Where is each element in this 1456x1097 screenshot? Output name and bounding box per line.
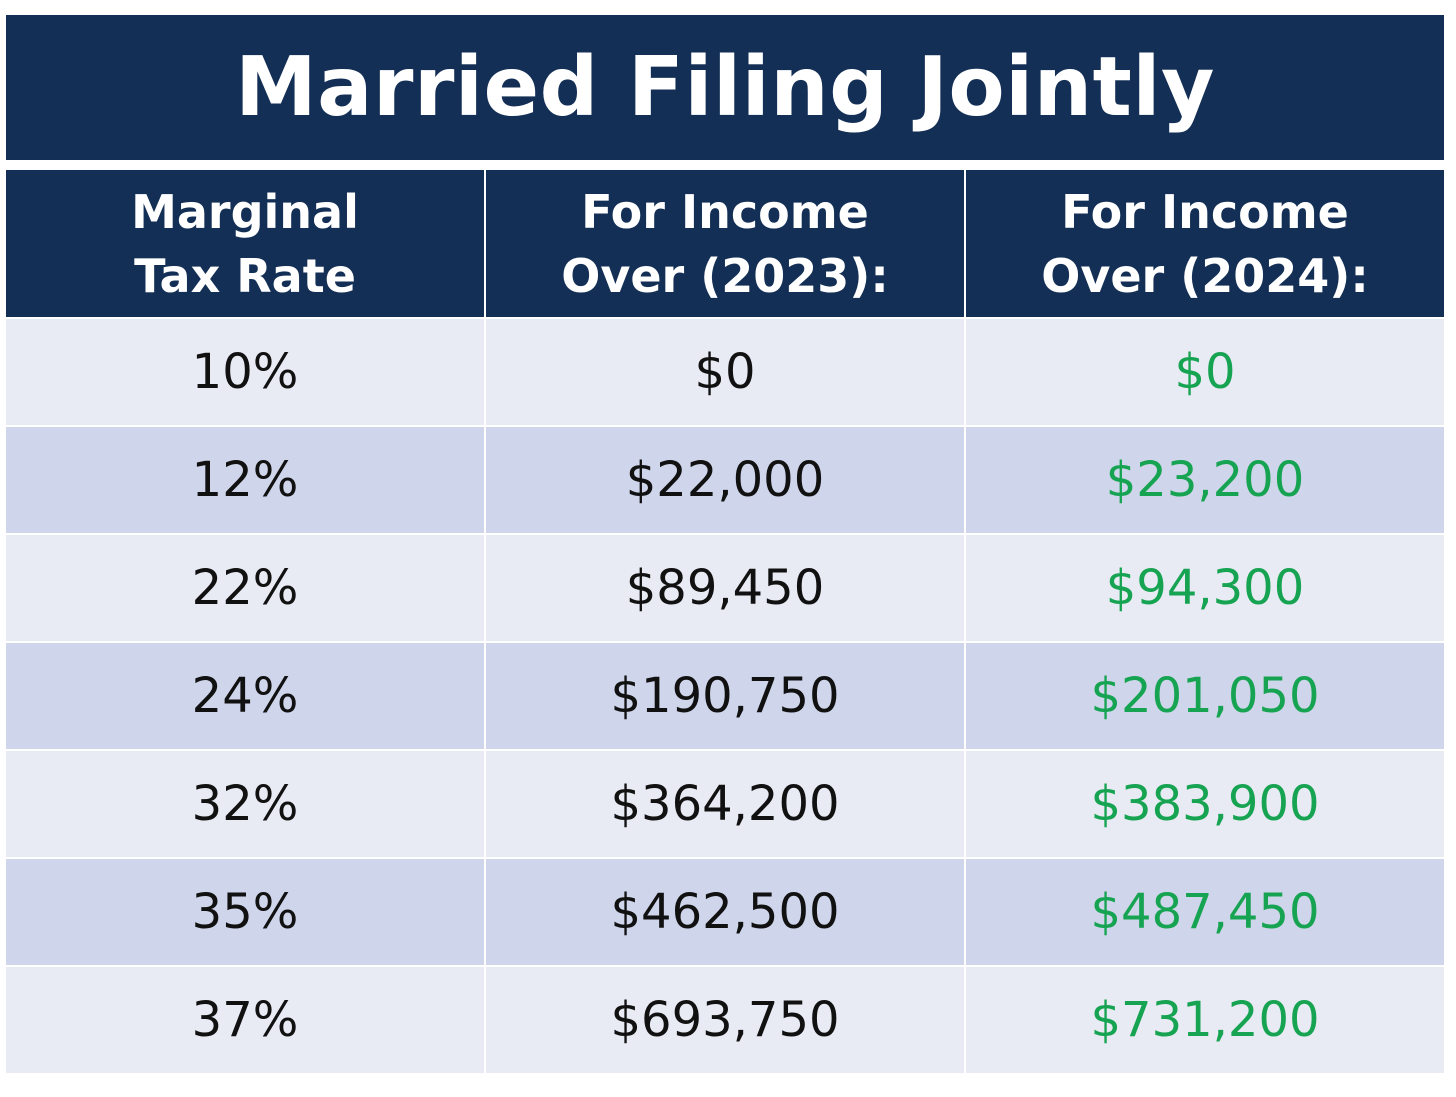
income-2023-cell: $0 [486,319,964,425]
column-divider [964,535,966,641]
header-line: Tax Rate [134,248,356,303]
column-divider [964,859,966,965]
table-row: 32% $364,200 $383,900 [6,749,1444,857]
income-2023-cell: $462,500 [486,859,964,965]
column-divider [964,967,966,1073]
table-row: 35% $462,500 $487,450 [6,857,1444,965]
income-2024-cell: $731,200 [966,967,1444,1073]
header-income-2024: For Income Over (2024): [966,170,1444,317]
table-row: 24% $190,750 $201,050 [6,641,1444,749]
table-row: 22% $89,450 $94,300 [6,533,1444,641]
header-line: Over (2024): [1041,248,1369,303]
income-2024-cell: $487,450 [966,859,1444,965]
column-divider [484,535,486,641]
column-divider [484,967,486,1073]
column-divider [964,643,966,749]
rate-cell: 12% [6,427,484,533]
column-divider [484,751,486,857]
rate-cell: 10% [6,319,484,425]
income-2024-cell: $0 [966,319,1444,425]
rate-cell: 32% [6,751,484,857]
header-line: For Income [581,184,869,239]
header-line: For Income [1061,184,1349,239]
income-2023-cell: $22,000 [486,427,964,533]
income-2023-cell: $364,200 [486,751,964,857]
header-row: Marginal Tax Rate For Income Over (2023)… [6,170,1444,317]
income-2024-cell: $383,900 [966,751,1444,857]
income-2023-cell: $89,450 [486,535,964,641]
rate-cell: 22% [6,535,484,641]
column-divider [484,427,486,533]
rate-cell: 37% [6,967,484,1073]
tax-bracket-table: Married Filing Jointly Marginal Tax Rate… [6,15,1444,1073]
column-divider [964,319,966,425]
header-line: Over (2023): [561,248,889,303]
income-2023-cell: $190,750 [486,643,964,749]
rate-cell: 24% [6,643,484,749]
income-2024-cell: $201,050 [966,643,1444,749]
column-divider [484,170,486,317]
header-line: Marginal [131,184,359,239]
table-title: Married Filing Jointly [6,15,1444,160]
column-divider [964,170,966,317]
table-row: 37% $693,750 $731,200 [6,965,1444,1073]
income-2024-cell: $23,200 [966,427,1444,533]
column-divider [964,751,966,857]
column-divider [484,643,486,749]
column-divider [484,319,486,425]
income-2024-cell: $94,300 [966,535,1444,641]
column-divider [964,427,966,533]
table-row: 10% $0 $0 [6,317,1444,425]
divider [6,160,1444,170]
header-marginal-rate: Marginal Tax Rate [6,170,484,317]
column-divider [484,859,486,965]
table-row: 12% $22,000 $23,200 [6,425,1444,533]
header-income-2023: For Income Over (2023): [486,170,964,317]
rate-cell: 35% [6,859,484,965]
income-2023-cell: $693,750 [486,967,964,1073]
